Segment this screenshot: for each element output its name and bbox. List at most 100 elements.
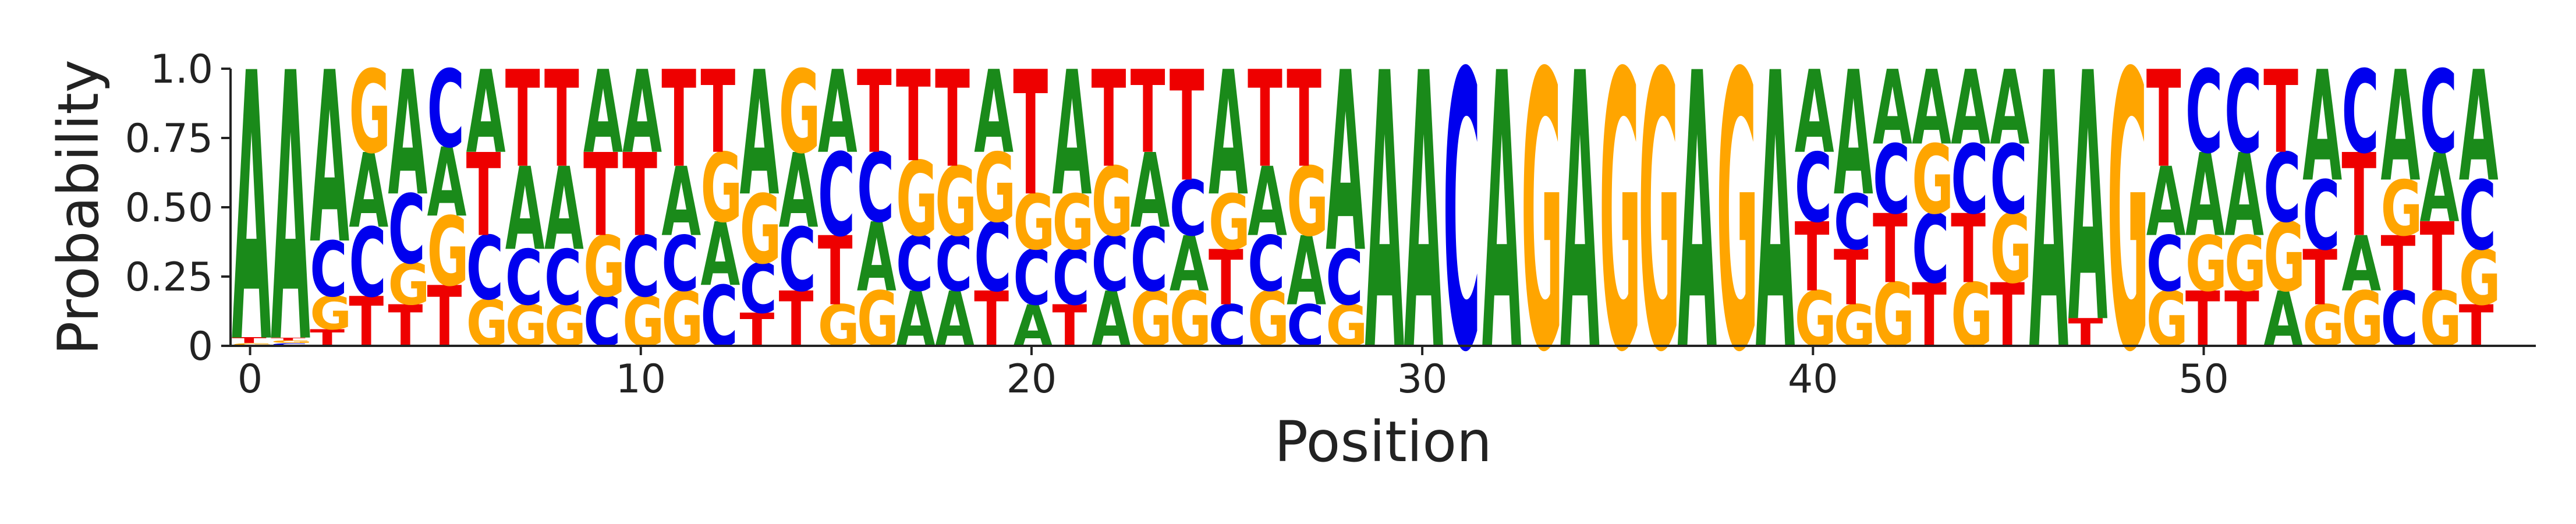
- logo-glyph-c: C: [2146, 221, 2184, 309]
- logo-glyph-c: C: [2420, 46, 2457, 179]
- logo-glyph-t: T: [1951, 194, 1986, 305]
- logo-glyph-g: G: [740, 175, 782, 285]
- logo-glyph-t: T: [388, 293, 423, 359]
- logo-glyph-t: T: [232, 336, 267, 345]
- logo-glyph-a: A: [583, 46, 623, 179]
- logo-glyph-a: A: [2459, 38, 2499, 215]
- logo-glyph-g: G: [1052, 179, 1094, 267]
- logo-glyph-c: C: [1873, 125, 1910, 235]
- logo-glyph-c: C: [2459, 161, 2496, 271]
- x-tick-label: 0: [238, 356, 263, 402]
- logo-glyph-t: T: [700, 46, 735, 179]
- logo-glyph-c: C: [1209, 293, 1246, 359]
- logo-glyph-t: T: [2263, 46, 2298, 179]
- logo-glyph-c: C: [622, 219, 660, 317]
- logo-glyph-c: C: [505, 235, 543, 323]
- logo-glyph-a: A: [1795, 46, 1834, 179]
- logo-glyph-c: C: [935, 221, 972, 309]
- logo-glyph-t: T: [1287, 43, 1321, 197]
- logo-glyph-a: A: [740, 36, 779, 234]
- logo-glyph-a: A: [2263, 276, 2303, 364]
- logo-glyph-c: C: [349, 208, 386, 318]
- logo-glyph-t: T: [974, 276, 1009, 364]
- logo-glyph-g: G: [388, 252, 430, 318]
- logo-glyph-t: T: [2146, 43, 2181, 197]
- logo-glyph-g: G: [974, 133, 1016, 243]
- logo-glyph-g: G: [2146, 276, 2188, 364]
- logo-glyph-g: G: [271, 339, 313, 344]
- logo-glyph-t: T: [1092, 43, 1126, 197]
- logo-glyph-a: A: [1873, 48, 1912, 168]
- logo-glyph-t: T: [779, 276, 814, 364]
- logo-glyph-c: C: [1287, 293, 1324, 359]
- logo-glyph-g: G: [935, 147, 977, 257]
- logo-glyph-a: A: [1092, 276, 1131, 364]
- logo-glyph-t: T: [2420, 203, 2455, 313]
- logo-glyph-a: A: [1287, 217, 1326, 327]
- logo-glyph-t: T: [349, 283, 384, 362]
- logo-glyph-a: A: [1404, 0, 1444, 436]
- logo-glyph-t: T: [622, 129, 657, 262]
- logo-glyph-t: T: [271, 337, 306, 341]
- logo-glyph-g: G: [1638, 0, 1680, 436]
- logo-glyph-c: C: [1326, 235, 1363, 323]
- logo-glyph-t: T: [2341, 129, 2376, 262]
- logo-glyph-g: G: [1795, 276, 1837, 364]
- logo-glyph-a: A: [427, 128, 467, 238]
- logo-glyph-c: C: [857, 133, 894, 243]
- logo-glyph-a: A: [2029, 0, 2068, 436]
- logo-glyph-g: G: [2185, 221, 2227, 309]
- logo-glyph-a: A: [896, 276, 936, 364]
- logo-glyph-a: A: [1170, 221, 1209, 309]
- logo-glyph-g: G: [857, 276, 899, 364]
- logo-glyph-a: A: [232, 0, 271, 425]
- logo-glyph-t: T: [2068, 311, 2103, 355]
- logo-glyph-c: C: [1052, 235, 1089, 323]
- y-tick-label: 0.25: [125, 254, 213, 300]
- logo-glyph-a: A: [779, 132, 818, 251]
- logo-glyph-g: G: [1013, 179, 1055, 267]
- logo-glyph-c: C: [1834, 179, 1871, 267]
- logo-glyph-c: C: [1131, 210, 1168, 311]
- x-axis-title: Position: [1274, 409, 1492, 475]
- logo-glyph-t: T: [1013, 36, 1048, 234]
- logo-glyph-t: T: [1873, 194, 1908, 305]
- logo-glyph-t: T: [857, 46, 892, 179]
- logo-glyph-c: C: [583, 283, 621, 362]
- logo-glyph-g: G: [1990, 194, 2032, 305]
- logo-glyph-t: T: [1990, 265, 2025, 367]
- logo-glyph-a: A: [818, 46, 858, 179]
- logo-glyph-t: T: [2459, 293, 2494, 359]
- y-axis-ticks: 0 0.25 0.50 0.75 1.0: [125, 47, 231, 370]
- logo-glyph-a: A: [2068, 1, 2108, 399]
- logo-glyph-a: A: [544, 143, 584, 275]
- y-tick-label: 1.0: [150, 47, 213, 93]
- logo-glyph-g: G: [779, 46, 821, 179]
- logo-glyph-a: A: [1131, 132, 1170, 251]
- logo-glyph-g: G: [349, 46, 391, 179]
- logo-glyph-a: A: [622, 46, 662, 179]
- logo-glyph-a: A: [1677, 0, 1717, 436]
- logo-glyph-c: C: [2302, 161, 2340, 271]
- logo-glyph-c: C: [1443, 0, 1480, 436]
- logo-glyph-a: A: [1052, 36, 1092, 234]
- logo-glyph-a: A: [2381, 38, 2421, 215]
- logo-glyph-a: A: [1912, 48, 1951, 168]
- y-axis-title: Probability: [46, 59, 111, 355]
- logo-glyph-a: A: [1248, 147, 1287, 257]
- logo-glyph-c: C: [1912, 194, 1949, 305]
- logo-glyph-a: A: [1834, 36, 1873, 234]
- logo-glyph-t: T: [1052, 293, 1087, 359]
- logo-glyph-a: A: [661, 147, 701, 257]
- logo-glyph-t: T: [505, 43, 540, 197]
- logo-glyph-g: G: [1131, 276, 1172, 364]
- x-tick-label: 30: [1397, 356, 1448, 402]
- logo-glyph-c: C: [1170, 165, 1207, 253]
- logo-glyph-a: A: [349, 132, 388, 251]
- logo-glyph-c: C: [2341, 46, 2379, 179]
- logo-glyph-a: A: [1560, 0, 1600, 436]
- logo-glyph-g: G: [2302, 293, 2344, 359]
- logo-glyph-a: A: [700, 204, 740, 306]
- y-tick-label: 0: [188, 324, 213, 370]
